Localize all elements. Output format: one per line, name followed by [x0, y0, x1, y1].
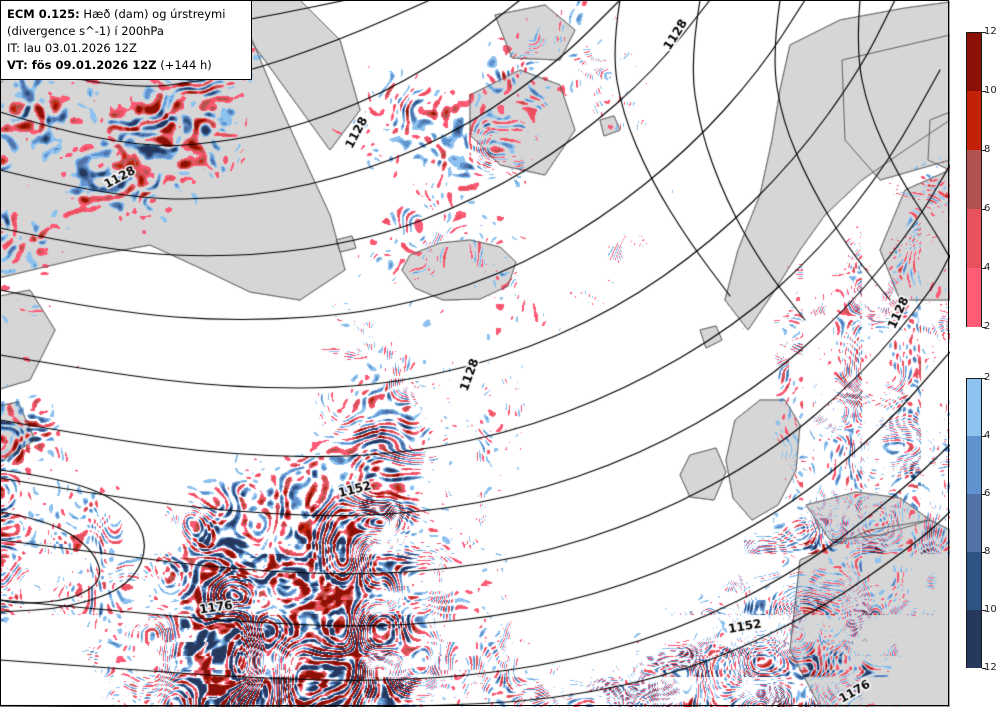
- divergence-positive-tick-label: 10: [984, 85, 997, 96]
- divergence-negative-tick-mark: [982, 552, 986, 553]
- vt-lead: (+144 h): [156, 58, 212, 72]
- divergence-negative-segment: [966, 494, 982, 552]
- divergence-negative-segment: [966, 552, 982, 610]
- divergence-positive-segment: [966, 209, 982, 268]
- divergence-positive-tick-mark: [982, 209, 986, 210]
- divergence-positive-tick-label: 6: [984, 203, 991, 214]
- divergence-positive-segment: [966, 268, 982, 327]
- divergence-negative-tick-mark: [982, 494, 986, 495]
- divergence-negative-tick-label: 10: [984, 604, 997, 615]
- divergence-positive-tick-label: 8: [984, 144, 991, 155]
- colorbar-positive-divergence: 12 10 8 6 4 2: [966, 27, 997, 332]
- info-box: ECM 0.125: Hæð (dam) og úrstreymi (diver…: [0, 0, 252, 80]
- info-line-valid-time: VT: fös 09.01.2026 12Z (+144 h): [7, 57, 245, 74]
- divergence-negative-tick-mark: [982, 378, 986, 379]
- divergence-negative-tick-label: 6: [984, 488, 991, 499]
- divergence-negative-tick-label: 2: [984, 372, 991, 383]
- info-line-init-time: IT: lau 03.01.2026 12Z: [7, 41, 137, 55]
- divergence-positive-tick-label: 4: [984, 262, 991, 273]
- info-line-title: ECM 0.125: Hæð (dam) og úrstreymi: [7, 6, 245, 23]
- divergence-positive-tick-mark: [982, 327, 986, 328]
- divergence-negative-segment: [966, 610, 982, 668]
- divergence-positive-tick-mark: [982, 268, 986, 269]
- divergence-negative-segment: [966, 436, 982, 494]
- divergence-negative-tick-mark: [982, 436, 986, 437]
- divergence-positive-tick-mark: [982, 91, 986, 92]
- colorbar-negative-divergence: 2 4 6 8 10 12: [966, 373, 997, 673]
- divergence-negative-tick-label: 4: [984, 430, 991, 441]
- divergence-positive-segment: [966, 32, 982, 91]
- divergence-positive-tick-label: 2: [984, 321, 991, 332]
- model-label: ECM 0.125:: [7, 7, 80, 21]
- divergence-positive-segment: [966, 91, 982, 150]
- divergence-positive-tick-mark: [982, 150, 986, 151]
- info-line-units: (divergence s^-1) í 200hPa: [7, 24, 164, 38]
- divergence-positive-tick-label: 12: [984, 26, 997, 37]
- divergence-negative-tick-label: 12: [984, 662, 997, 673]
- divergence-map-canvas[interactable]: [0, 0, 950, 707]
- divergence-negative-segment: [966, 378, 982, 436]
- divergence-negative-tick-mark: [982, 668, 986, 669]
- vt-label: VT: fös 09.01.2026 12Z: [7, 58, 157, 72]
- map-area[interactable]: [0, 0, 950, 707]
- divergence-positive-tick-mark: [982, 32, 986, 33]
- divergence-positive-segment: [966, 150, 982, 209]
- divergence-negative-tick-label: 8: [984, 546, 991, 557]
- title-rest: Hæð (dam) og úrstreymi: [79, 7, 226, 21]
- divergence-negative-tick-mark: [982, 610, 986, 611]
